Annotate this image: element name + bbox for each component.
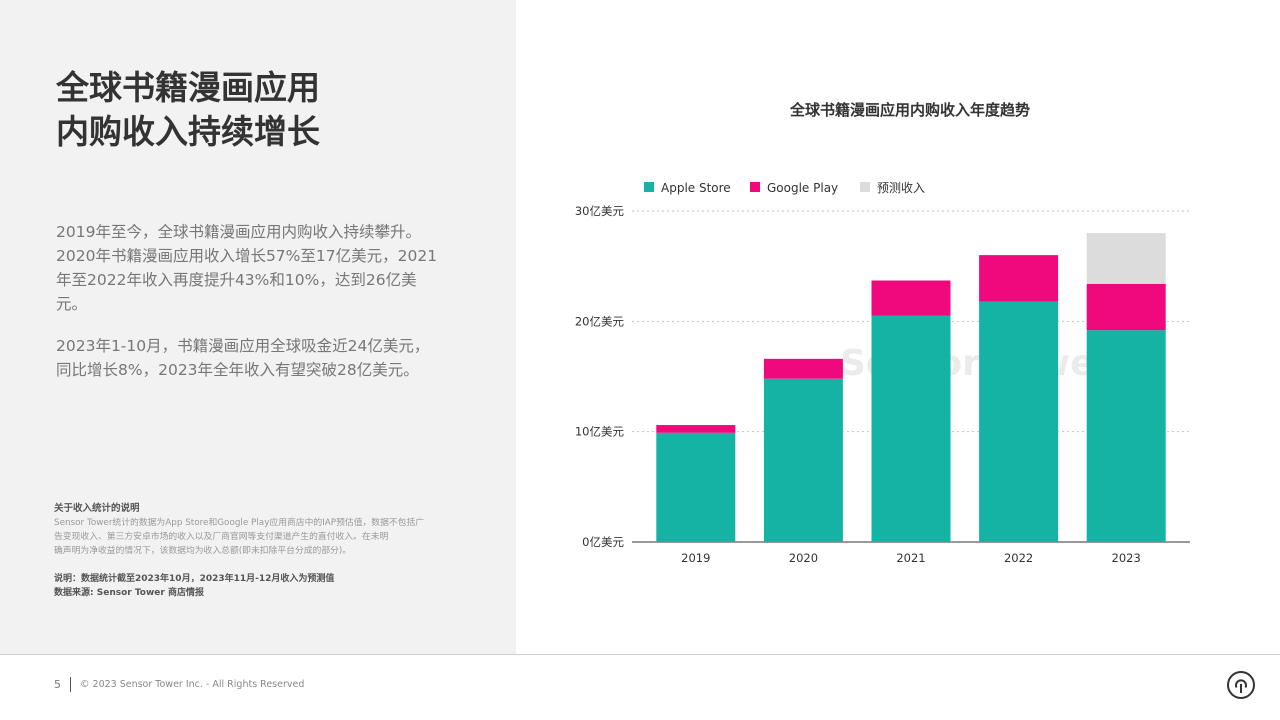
chart-title: 全球书籍漫画应用内购收入年度趋势 (789, 101, 1030, 119)
footer-separator (70, 677, 71, 692)
legend-swatch (860, 182, 870, 192)
bar-segment (979, 301, 1059, 542)
legend-label: Apple Store (661, 181, 731, 195)
x-tick-label: 2022 (1004, 551, 1033, 565)
note-title: 关于收入统计的说明 (54, 503, 140, 514)
chart-legend: Apple Store Google Play 预测收入 (644, 181, 925, 195)
bar-segment (1086, 330, 1166, 542)
y-tick-label: 10亿美元 (575, 425, 625, 439)
bar-segment (656, 432, 736, 542)
bar-segment (1086, 283, 1166, 331)
summary-paragraph-2: 2023年1-10月，书籍漫画应用全球吸金近24亿美元， 同比增长8%，2023… (56, 334, 456, 382)
headline: 全球书籍漫画应用 内购收入持续增长 (56, 66, 496, 154)
x-axis: 2019 2020 2021 2022 2023 (681, 551, 1141, 565)
headline-line: 内购收入持续增长 (56, 112, 320, 151)
paragraph-line: 2019年至今，全球书籍漫画应用内购收入持续攀升。 (56, 223, 421, 241)
legend-swatch (644, 182, 654, 192)
paragraph-line: 同比增长8%，2023年全年收入有望突破28亿美元。 (56, 361, 419, 379)
bar-segment (871, 315, 951, 542)
revenue-chart: 全球书籍漫画应用内购收入年度趋势 Sensor Tower Apple Stor… (575, 101, 1190, 565)
y-tick-label: 20亿美元 (575, 314, 625, 328)
legend-swatch (750, 182, 760, 192)
sensor-tower-logo-icon (1227, 671, 1255, 699)
legend-label: 预测收入 (877, 181, 925, 195)
footer-divider (0, 654, 1280, 655)
x-tick-label: 2021 (896, 551, 925, 565)
bar-segment (1086, 233, 1166, 284)
bar-segment (871, 280, 951, 316)
paragraph-line: 2020年书籍漫画应用收入增长57%至17亿美元，2021 (56, 247, 438, 265)
x-tick-label: 2020 (789, 551, 818, 565)
copyright: © 2023 Sensor Tower Inc. - All Rights Re… (80, 679, 305, 690)
paragraph-line: 2023年1-10月，书籍漫画应用全球吸金近24亿美元， (56, 337, 430, 355)
legend-label: Google Play (767, 181, 838, 195)
data-source: 数据来源: Sensor Tower 商店情报 (54, 588, 204, 598)
bar-segment (763, 378, 843, 542)
bar-segment (763, 358, 843, 379)
y-tick-label: 0亿美元 (582, 535, 624, 549)
paragraph-line: 元。 (56, 295, 88, 313)
chart-bars (656, 233, 1166, 542)
summary-paragraph-1: 2019年至今，全球书籍漫画应用内购收入持续攀升。 2020年书籍漫画应用收入增… (56, 220, 456, 316)
note-body-line: 告变现收入、第三方安卓市场的收入以及厂商官网等支付渠道产生的直付收入。在未明 (54, 532, 389, 542)
y-axis: 0亿美元 10亿美元 20亿美元 30亿美元 (575, 204, 625, 549)
y-tick-label: 30亿美元 (575, 204, 625, 218)
headline-line: 全球书籍漫画应用 (56, 68, 320, 107)
revenue-notes: 关于收入统计的说明 Sensor Tower统计的数据为App Store和Go… (54, 502, 454, 600)
x-tick-label: 2019 (681, 551, 710, 565)
bar-segment (979, 255, 1059, 302)
x-tick-label: 2023 (1112, 551, 1141, 565)
paragraph-line: 年至2022年收入再度提升43%和10%，达到26亿美 (56, 271, 417, 289)
note-spacer (54, 558, 454, 572)
page-number: 5 (54, 678, 61, 691)
note-body-line: 确声明为净收益的情况下，该数据均为收入总额(即未扣除平台分成的部分)。 (54, 546, 352, 556)
note-body-line: Sensor Tower统计的数据为App Store和Google Play应… (54, 518, 425, 528)
left-panel (0, 0, 516, 654)
bar-segment (656, 425, 736, 433)
note-explanation: 说明：数据统计截至2023年10月，2023年11月-12月收入为预测值 (54, 574, 335, 584)
